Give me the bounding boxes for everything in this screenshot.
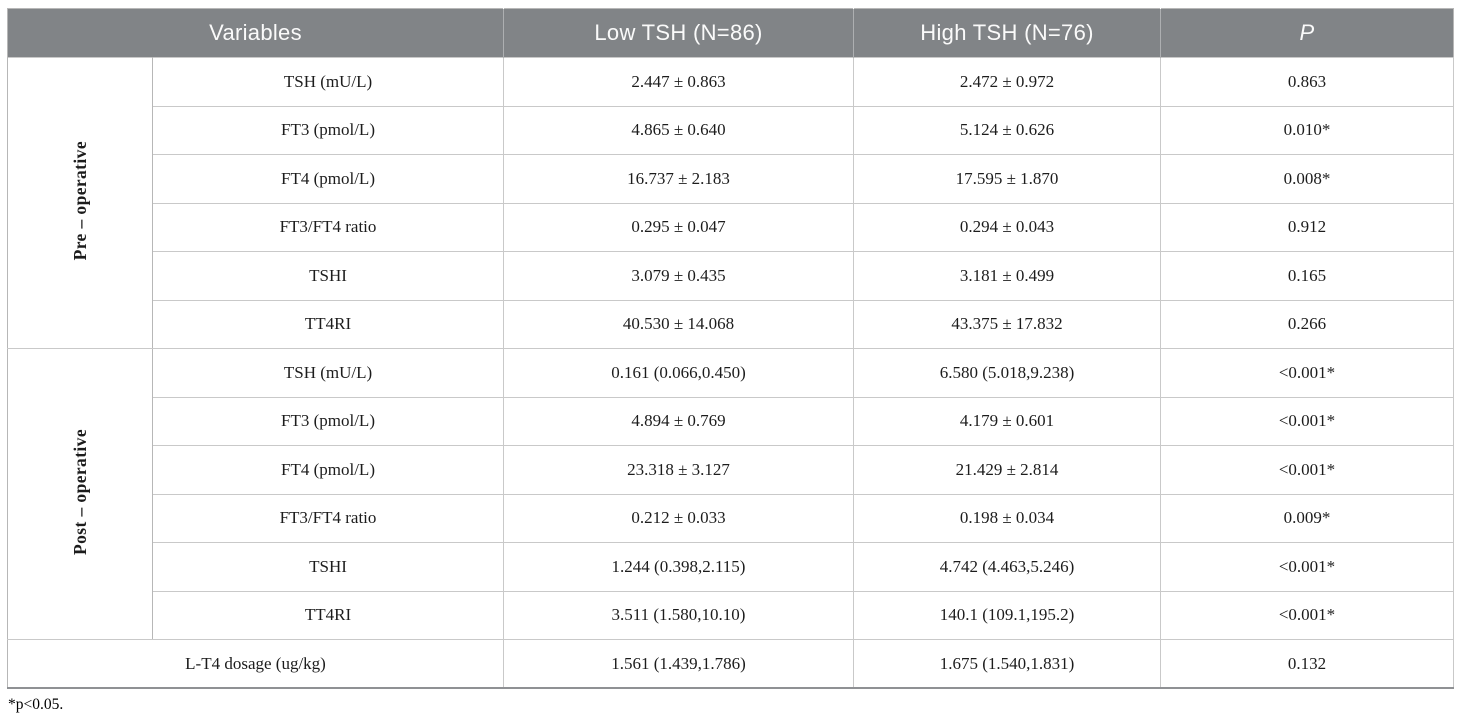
group-label-post-operative: Post – operative [7,348,153,640]
cell-p-value: <0.001* [1160,396,1455,446]
cell-low-tsh: 16.737 ± 2.183 [503,154,855,204]
cell-variable: L-T4 dosage (ug/kg) [6,639,505,689]
cell-p-value: 0.009* [1160,493,1455,543]
table-row: FT3 (pmol/L) 4.865 ± 0.640 5.124 ± 0.626… [8,105,1455,155]
cell-low-tsh: 4.894 ± 0.769 [503,396,855,446]
table-row: TT4RI 3.511 (1.580,10.10) 140.1 (109.1,1… [8,590,1455,640]
header-row: Variables Low TSH (N=86) High TSH (N=76)… [7,8,1454,58]
table-row: FT3 (pmol/L) 4.894 ± 0.769 4.179 ± 0.601… [8,396,1455,446]
cell-p-value: <0.001* [1160,445,1455,495]
cell-low-tsh: 0.161 (0.066,0.450) [503,348,855,398]
cell-high-tsh: 4.742 (4.463,5.246) [853,542,1162,592]
cell-low-tsh: 3.079 ± 0.435 [503,251,855,301]
table-row: TT4RI 40.530 ± 14.068 43.375 ± 17.832 0.… [8,299,1455,349]
cell-p-value: 0.912 [1160,202,1455,252]
cell-p-value: 0.008* [1160,154,1455,204]
table-row: Post – operative TSH (mU/L) 0.161 (0.066… [7,348,1455,640]
cell-p-value: 0.165 [1160,251,1455,301]
cell-p-value: 0.863 [1160,57,1455,107]
cell-p-value: 0.266 [1160,299,1455,349]
header-variables: Variables [7,8,504,58]
table-row: FT3/FT4 ratio 0.212 ± 0.033 0.198 ± 0.03… [8,493,1455,543]
header-low-tsh: Low TSH (N=86) [503,8,854,58]
rotated-group-label: Post – operative [69,428,90,555]
cell-high-tsh: 0.294 ± 0.043 [853,202,1162,252]
cell-high-tsh: 17.595 ± 1.870 [853,154,1162,204]
cell-high-tsh: 2.472 ± 0.972 [853,57,1162,107]
cell-p-value: <0.001* [1160,348,1455,398]
cell-p-value: <0.001* [1160,542,1455,592]
cell-variable: FT3/FT4 ratio [151,202,505,252]
pre-operative-section: Pre – operative TSH (mU/L) 2.447 ± 0.863… [7,57,1455,349]
group-label-pre-operative: Pre – operative [7,57,153,349]
post-operative-section: Post – operative TSH (mU/L) 0.161 (0.066… [7,348,1455,640]
cell-high-tsh: 1.675 (1.540,1.831) [853,639,1162,689]
header-p-value: P [1160,8,1454,58]
cell-p-value: 0.132 [1160,639,1455,689]
table-row: FT4 (pmol/L) 16.737 ± 2.183 17.595 ± 1.8… [8,154,1455,204]
header-high-tsh: High TSH (N=76) [853,8,1161,58]
cell-low-tsh: 1.244 (0.398,2.115) [503,542,855,592]
table-row: L-T4 dosage (ug/kg) 1.561 (1.439,1.786) … [6,639,1455,689]
cell-variable: FT4 (pmol/L) [151,154,505,204]
cell-high-tsh: 6.580 (5.018,9.238) [853,348,1162,398]
cell-low-tsh: 3.511 (1.580,10.10) [503,590,855,640]
table-row: TSHI 3.079 ± 0.435 3.181 ± 0.499 0.165 [8,251,1455,301]
cell-high-tsh: 3.181 ± 0.499 [853,251,1162,301]
table-footnote: *p<0.05. [8,696,64,713]
cell-high-tsh: 0.198 ± 0.034 [853,493,1162,543]
cell-low-tsh: 0.212 ± 0.033 [503,493,855,543]
cell-variable: FT3 (pmol/L) [151,396,505,446]
cell-variable: FT3/FT4 ratio [151,493,505,543]
table-row: FT4 (pmol/L) 23.318 ± 3.127 21.429 ± 2.8… [8,445,1455,495]
table-row: FT3/FT4 ratio 0.295 ± 0.047 0.294 ± 0.04… [8,202,1455,252]
cell-high-tsh: 21.429 ± 2.814 [853,445,1162,495]
dosage-section: L-T4 dosage (ug/kg) 1.561 (1.439,1.786) … [6,639,1455,689]
table-row: TSHI 1.244 (0.398,2.115) 4.742 (4.463,5.… [8,542,1455,592]
cell-variable: TT4RI [151,299,505,349]
cell-variable: TSH (mU/L) [151,348,505,398]
cell-p-value: 0.010* [1160,105,1455,155]
table-row: Pre – operative TSH (mU/L) 2.447 ± 0.863… [7,57,1455,349]
cell-high-tsh: 140.1 (109.1,195.2) [853,590,1162,640]
cell-low-tsh: 4.865 ± 0.640 [503,105,855,155]
cell-low-tsh: 0.295 ± 0.047 [503,202,855,252]
cell-variable: TSHI [151,542,505,592]
cell-high-tsh: 4.179 ± 0.601 [853,396,1162,446]
table-header: Variables Low TSH (N=86) High TSH (N=76)… [7,8,1454,58]
rotated-group-label: Pre – operative [69,140,90,261]
cell-low-tsh: 1.561 (1.439,1.786) [503,639,855,689]
cell-variable: TSHI [151,251,505,301]
cell-variable: FT3 (pmol/L) [151,105,505,155]
thyroid-comparison-table: Variables Low TSH (N=86) High TSH (N=76)… [6,8,1455,689]
cell-variable: FT4 (pmol/L) [151,445,505,495]
cell-p-value: <0.001* [1160,590,1455,640]
cell-variable: TT4RI [151,590,505,640]
cell-high-tsh: 5.124 ± 0.626 [853,105,1162,155]
cell-high-tsh: 43.375 ± 17.832 [853,299,1162,349]
cell-low-tsh: 40.530 ± 14.068 [503,299,855,349]
cell-variable: TSH (mU/L) [151,57,505,107]
cell-low-tsh: 23.318 ± 3.127 [503,445,855,495]
cell-low-tsh: 2.447 ± 0.863 [503,57,855,107]
